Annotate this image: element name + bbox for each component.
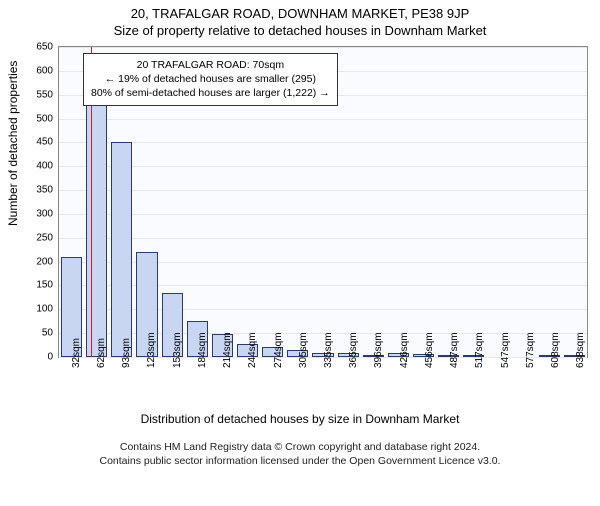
title-line-2: Size of property relative to detached ho…: [0, 23, 600, 38]
y-tick-label: 50: [42, 328, 53, 339]
bar-slot: [512, 47, 537, 357]
y-tick-label: 100: [36, 304, 53, 315]
annotation-line-1: 20 TRAFALGAR ROAD: 70sqm: [91, 58, 330, 72]
x-tick-label: 365sqm: [348, 332, 359, 368]
bar-slot: [562, 47, 587, 357]
y-tick-label: 300: [36, 208, 53, 219]
chart-container: 20 TRAFALGAR ROAD: 70sqm ← 19% of detach…: [58, 46, 588, 406]
y-tick-label: 400: [36, 161, 53, 172]
x-tick-label: 244sqm: [247, 332, 258, 368]
x-tick-label: 123sqm: [146, 332, 157, 368]
bar-slot: [361, 47, 386, 357]
x-tick-label: 153sqm: [172, 332, 183, 368]
x-tick-label: 487sqm: [449, 332, 460, 368]
bar-slot: [461, 47, 486, 357]
y-axis-label: Number of detached properties: [6, 61, 20, 226]
footer-line-2: Contains public sector information licen…: [0, 454, 600, 468]
footer: Contains HM Land Registry data © Crown c…: [0, 440, 600, 468]
x-tick-label: 93sqm: [121, 338, 132, 368]
y-tick-label: 150: [36, 280, 53, 291]
x-ticks-row: 32sqm62sqm93sqm123sqm153sqm184sqm214sqm2…: [58, 358, 588, 406]
x-tick-label: 335sqm: [323, 332, 334, 368]
x-tick-label: 577sqm: [525, 332, 536, 368]
x-tick-label: 547sqm: [500, 332, 511, 368]
bar-slot: [486, 47, 511, 357]
bar-slot: [411, 47, 436, 357]
x-tick-label: 396sqm: [373, 332, 384, 368]
y-tick-label: 550: [36, 89, 53, 100]
y-tick-label: 500: [36, 113, 53, 124]
y-tick-label: 350: [36, 185, 53, 196]
x-tick-label: 456sqm: [424, 332, 435, 368]
y-tick-label: 450: [36, 137, 53, 148]
y-tick-label: 0: [47, 352, 53, 363]
y-tick-label: 200: [36, 256, 53, 267]
x-tick-label: 517sqm: [474, 332, 485, 368]
y-tick-label: 250: [36, 232, 53, 243]
x-tick-label: 638sqm: [575, 332, 586, 368]
x-tick-label: 608sqm: [550, 332, 561, 368]
y-tick-label: 650: [36, 42, 53, 53]
bar-slot: [537, 47, 562, 357]
bar-slot: [386, 47, 411, 357]
bar-slot: [436, 47, 461, 357]
footer-line-1: Contains HM Land Registry data © Crown c…: [0, 440, 600, 454]
x-tick-label: 62sqm: [96, 338, 107, 368]
bar: [111, 142, 132, 357]
bar-slot: [59, 47, 84, 357]
annotation-line-3: 80% of semi-detached houses are larger (…: [91, 86, 330, 100]
annotation-box: 20 TRAFALGAR ROAD: 70sqm ← 19% of detach…: [83, 53, 338, 106]
x-tick-label: 184sqm: [197, 332, 208, 368]
x-tick-label: 305sqm: [298, 332, 309, 368]
plot-area: 20 TRAFALGAR ROAD: 70sqm ← 19% of detach…: [58, 46, 588, 358]
x-axis-label: Distribution of detached houses by size …: [0, 412, 600, 426]
bar: [86, 92, 107, 357]
x-tick-label: 32sqm: [71, 338, 82, 368]
title-line-1: 20, TRAFALGAR ROAD, DOWNHAM MARKET, PE38…: [0, 6, 600, 21]
bar-slot: [336, 47, 361, 357]
y-tick-label: 600: [36, 65, 53, 76]
annotation-line-2: ← 19% of detached houses are smaller (29…: [91, 72, 330, 86]
x-tick-label: 426sqm: [399, 332, 410, 368]
x-tick-label: 214sqm: [222, 332, 233, 368]
x-tick-label: 274sqm: [273, 332, 284, 368]
